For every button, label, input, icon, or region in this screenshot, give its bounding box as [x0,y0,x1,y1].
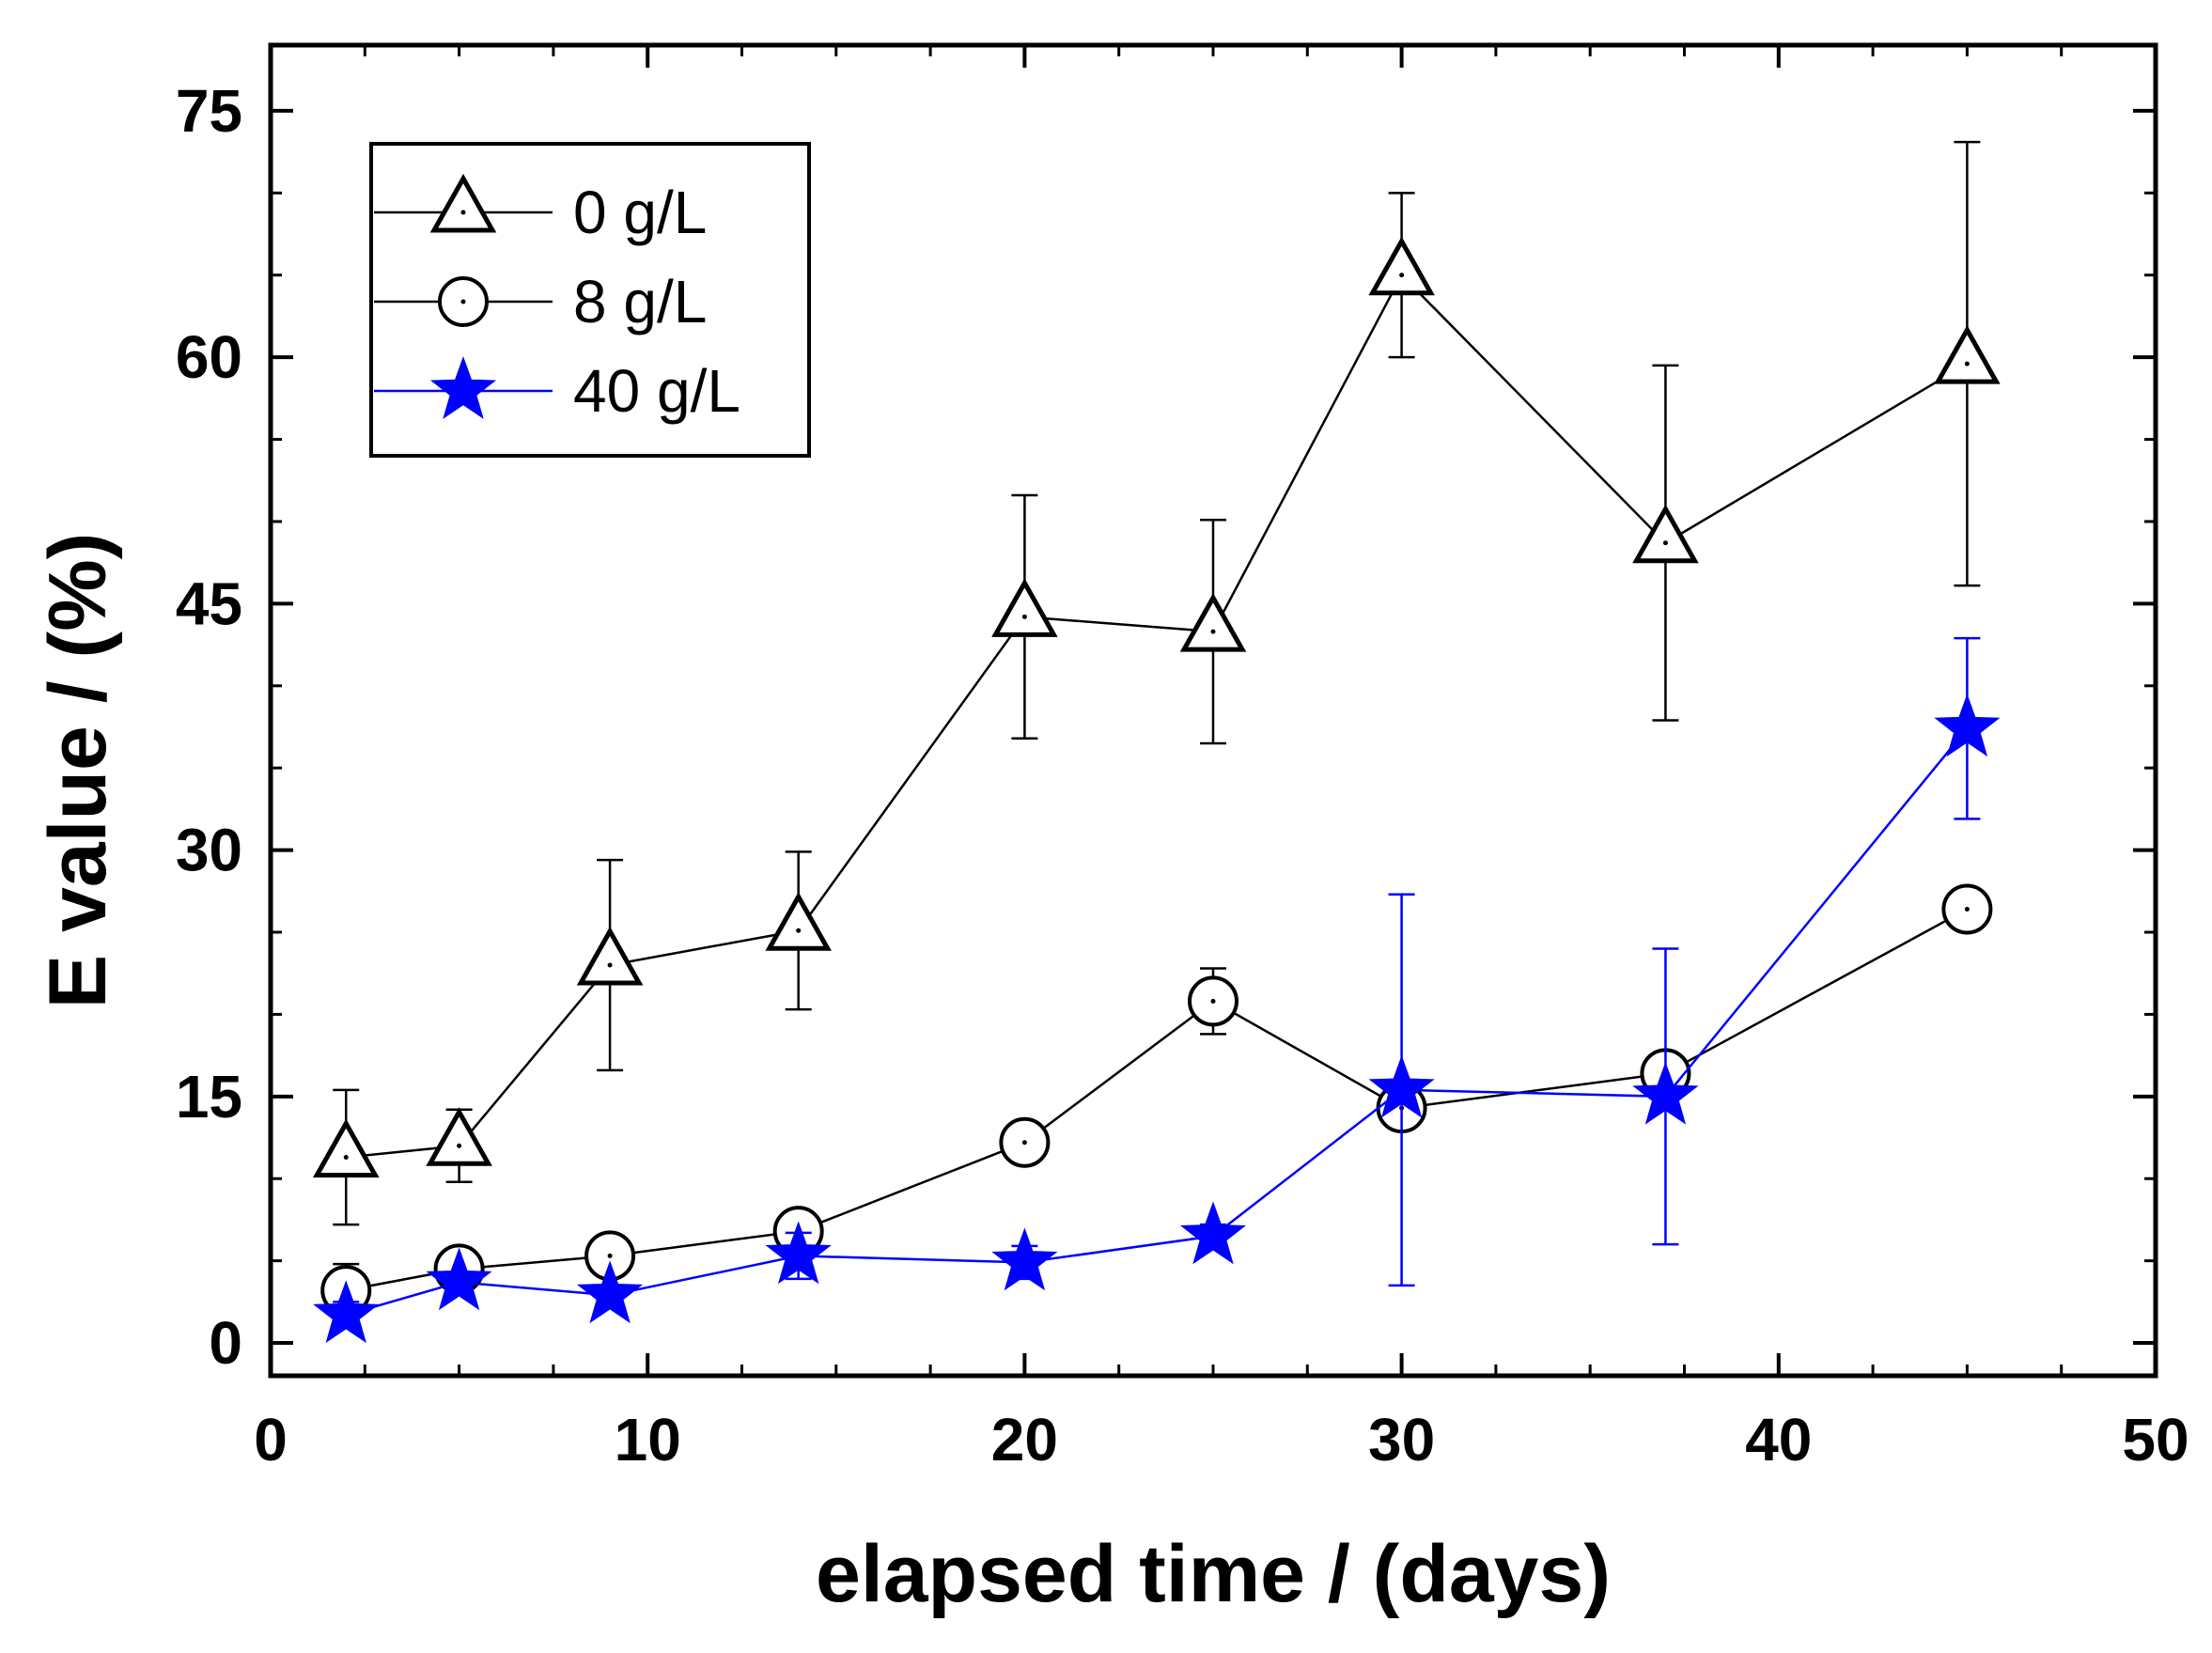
data-point-dot [1210,998,1216,1004]
y-tick-label: 45 [176,569,242,637]
x-tick-label: 40 [1745,1406,1812,1474]
data-point [1632,1061,1699,1125]
legend-marker [429,356,497,419]
legend-label: 40 g/L [573,357,740,425]
data-point [765,892,832,951]
legend-item: 8 g/L [374,268,707,335]
legend-label: 8 g/L [573,268,707,335]
data-point [1934,325,2001,384]
legend-label: 0 g/L [573,179,707,246]
data-point-dot [796,928,802,933]
data-point-dot [607,1253,613,1258]
x-tick-label: 20 [991,1406,1058,1474]
y-tick-label: 60 [176,323,242,391]
legend-marker [429,173,497,233]
series-line [345,727,1969,1317]
series-0-g-l [312,140,2001,1226]
data-point-dot [1964,907,1970,912]
data-point [1632,504,1699,564]
data-point-dot [1021,614,1027,619]
data-point [312,1118,380,1177]
data-point [1179,1201,1247,1265]
series-40-g-l [313,636,2001,1344]
y-tick-label: 0 [209,1309,242,1377]
data-point [1179,592,1247,652]
y-tick-label: 75 [176,77,242,145]
data-point [313,1280,380,1344]
data-point [765,1221,832,1285]
x-tick-label: 0 [254,1406,288,1474]
y-tick-label: 30 [176,817,242,884]
data-point [426,1247,492,1311]
legend-item: 40 g/L [374,356,740,425]
data-point [991,1227,1058,1291]
legend-marker-dot [460,210,466,215]
data-point-dot [607,962,613,968]
data-point [1368,236,1435,296]
data-point-dot [1964,361,1970,366]
data-point-dot [1021,1140,1027,1146]
data-point-dot [1662,540,1668,546]
legend: 0 g/L 8 g/L 40 g/L [369,142,811,458]
data-point-dot [343,1154,349,1160]
x-tick-label: 10 [615,1406,681,1474]
data-point [576,926,644,986]
data-point [1934,694,2001,757]
y-tick-label: 15 [176,1063,242,1131]
data-point-dot [1210,629,1216,634]
x-tick-label: 30 [1368,1406,1435,1474]
data-point [991,578,1058,637]
series-8-g-l [320,883,1993,1318]
x-tick-labels: 0 10 20 30 40 50 [254,1406,2189,1474]
legend-item: 0 g/L [374,173,707,246]
data-point-dot [1399,273,1405,278]
data-point [426,1107,492,1166]
series-layer [312,140,2001,1344]
data-point [1368,1054,1435,1118]
x-tick-label: 50 [2122,1406,2189,1474]
y-tick-labels: 0 15 30 45 60 75 [176,77,242,1377]
data-point [576,1260,644,1324]
legend-marker-dot [460,299,466,304]
x-axis-title: elapsed time / (days) [816,1529,1611,1619]
data-point-dot [457,1143,462,1148]
plot-frame [268,42,2158,1379]
y-axis-title: E value / (%) [33,533,123,1009]
